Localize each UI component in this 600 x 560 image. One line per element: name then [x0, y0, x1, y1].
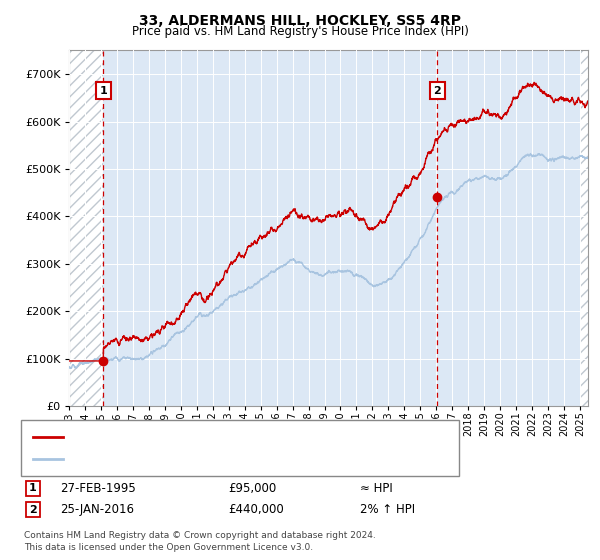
Text: 1: 1: [29, 483, 37, 493]
Text: 2% ↑ HPI: 2% ↑ HPI: [360, 503, 415, 516]
Text: £440,000: £440,000: [228, 503, 284, 516]
Text: £95,000: £95,000: [228, 482, 276, 495]
Bar: [580, 50, 588, 406]
Text: 2: 2: [434, 86, 441, 96]
Text: 27-FEB-1995: 27-FEB-1995: [60, 482, 136, 495]
Bar: [69, 50, 103, 406]
Text: 1: 1: [100, 86, 107, 96]
Text: HPI: Average price, detached house, Rochford: HPI: Average price, detached house, Roch…: [69, 454, 320, 464]
Text: Contains HM Land Registry data © Crown copyright and database right 2024.: Contains HM Land Registry data © Crown c…: [24, 531, 376, 540]
Text: 33, ALDERMANS HILL, HOCKLEY, SS5 4RP: 33, ALDERMANS HILL, HOCKLEY, SS5 4RP: [139, 14, 461, 28]
Text: 33, ALDERMANS HILL, HOCKLEY, SS5 4RP (detached house): 33, ALDERMANS HILL, HOCKLEY, SS5 4RP (de…: [69, 432, 396, 442]
Text: 2: 2: [29, 505, 37, 515]
Text: ≈ HPI: ≈ HPI: [360, 482, 393, 495]
Text: Price paid vs. HM Land Registry's House Price Index (HPI): Price paid vs. HM Land Registry's House …: [131, 25, 469, 38]
Text: 25-JAN-2016: 25-JAN-2016: [60, 503, 134, 516]
Text: This data is licensed under the Open Government Licence v3.0.: This data is licensed under the Open Gov…: [24, 543, 313, 552]
